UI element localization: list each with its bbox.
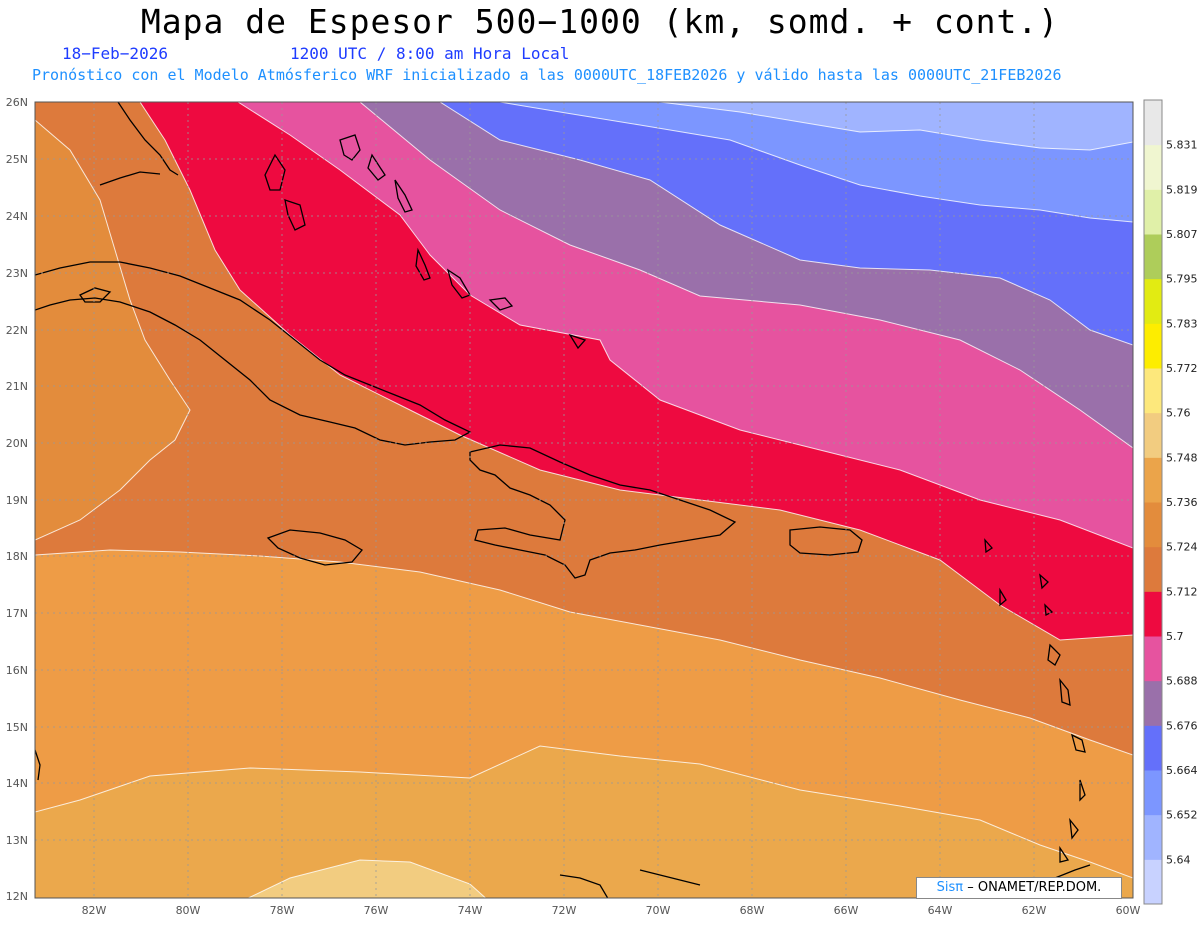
- colorbar-swatch: [1144, 278, 1162, 324]
- colorbar-label: 5.76: [1166, 407, 1191, 420]
- colorbar-swatch: [1144, 814, 1162, 860]
- colorbar-swatch: [1144, 546, 1162, 592]
- colorbar-swatch: [1144, 725, 1162, 771]
- thickness-field: [35, 102, 1133, 898]
- colorbar-label: 5.676: [1166, 719, 1198, 732]
- forecast-subtitle: Pronóstico con el Modelo Atmósferico WRF…: [32, 66, 1062, 84]
- colorbar-label: 5.736: [1166, 496, 1198, 509]
- credit-text: – ONAMET/REP.DOM.: [967, 880, 1102, 895]
- forecast-date: 18−Feb−2026: [62, 44, 168, 63]
- colorbar-label: 5.7: [1166, 630, 1184, 643]
- forecast-time: 1200 UTC / 8:00 am Hora Local: [290, 44, 570, 63]
- colorbar-swatch: [1144, 323, 1162, 369]
- colorbar: 5.64 5.652 5.664 5.676 5.688 5.7 5.712 5.724 5.7…: [1143, 99, 1198, 905]
- lat-label: 16N: [6, 664, 28, 677]
- lon-label: 72W: [552, 904, 577, 917]
- coastlines: [35, 102, 1091, 898]
- colorbar-swatch: [1144, 100, 1162, 146]
- lat-label: 21N: [6, 380, 28, 393]
- colorbar-label: 5.712: [1166, 585, 1198, 598]
- colorbar-swatch: [1144, 859, 1162, 905]
- colorbar-label: 5.664: [1166, 764, 1198, 777]
- lon-label: 80W: [176, 904, 201, 917]
- colorbar-label: 5.807: [1166, 228, 1198, 241]
- lat-label: 20N: [6, 437, 28, 450]
- colorbar-label: 5.783: [1166, 317, 1198, 330]
- lon-label: 82W: [82, 904, 107, 917]
- colorbar-frame: [1143, 99, 1163, 905]
- lat-label: 23N: [6, 267, 28, 280]
- lat-label: 26N: [6, 96, 28, 109]
- lon-label: 76W: [364, 904, 389, 917]
- lon-label: 66W: [834, 904, 859, 917]
- lat-label: 15N: [6, 721, 28, 734]
- colorbar-label: 5.652: [1166, 809, 1198, 822]
- lat-label: 13N: [6, 834, 28, 847]
- lon-label: 68W: [740, 904, 765, 917]
- lon-label: 78W: [270, 904, 295, 917]
- lat-label: 22N: [6, 324, 28, 337]
- lat-label: 25N: [6, 153, 28, 166]
- lon-label: 64W: [928, 904, 953, 917]
- colorbar-swatch: [1144, 457, 1162, 503]
- colorbar-swatch: [1144, 770, 1162, 816]
- map-title: Mapa de Espesor 500−1000 (km, somd. + co…: [140, 2, 1060, 41]
- map-frame: [34, 101, 1134, 899]
- colorbar-label: 5.688: [1166, 675, 1198, 688]
- lat-label: 24N: [6, 210, 28, 223]
- lat-label: 17N: [6, 607, 28, 620]
- colorbar-label: 5.819: [1166, 183, 1198, 196]
- colorbar-label: 5.795: [1166, 273, 1198, 286]
- colorbar-swatch: [1144, 502, 1162, 548]
- lat-label: 14N: [6, 777, 28, 790]
- colorbar-label: 5.772: [1166, 362, 1198, 375]
- sispi-logo: Sisπ: [936, 880, 964, 895]
- lat-label: 18N: [6, 550, 28, 563]
- colorbar-swatch: [1144, 189, 1162, 235]
- lon-label: 70W: [646, 904, 671, 917]
- colorbar-label: 5.64: [1166, 853, 1191, 866]
- lon-label: 74W: [458, 904, 483, 917]
- colorbar-swatch: [1144, 412, 1162, 458]
- colorbar-swatch: [1144, 368, 1162, 414]
- colorbar-label: 5.831: [1166, 139, 1198, 152]
- lon-label: 60W: [1116, 904, 1141, 917]
- lat-ticks: 26N 25N 24N 23N 22N 21N 20N 19N 18N 17N …: [6, 96, 28, 903]
- colorbar-swatch: [1144, 636, 1162, 682]
- lat-label: 12N: [6, 890, 28, 903]
- graticule: [35, 102, 1133, 898]
- colorbar-swatch: [1144, 234, 1162, 280]
- colorbar-label: 5.724: [1166, 541, 1198, 554]
- lon-ticks: 82W 80W 78W 76W 74W 72W 70W 68W 66W 64W …: [82, 904, 1141, 917]
- colorbar-swatch: [1144, 680, 1162, 726]
- colorbar-swatch: [1144, 144, 1162, 190]
- colorbar-swatch: [1144, 591, 1162, 637]
- colorbar-label: 5.748: [1166, 451, 1198, 464]
- credit-box: Sisπ – ONAMET/REP.DOM.: [916, 877, 1122, 899]
- lon-label: 62W: [1022, 904, 1047, 917]
- lat-label: 19N: [6, 494, 28, 507]
